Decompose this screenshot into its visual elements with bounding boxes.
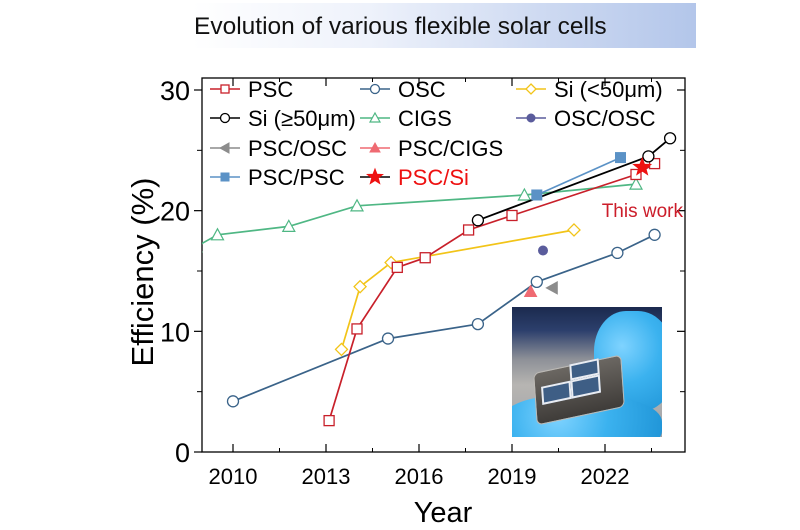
chart-title: Evolution of various flexible solar cell… <box>194 13 607 40</box>
legend-marker <box>368 111 382 123</box>
data-point-osc <box>648 228 661 241</box>
series-osc-osc <box>538 245 548 256</box>
inset-photo-flexible-cell <box>512 307 662 437</box>
data-point-osc <box>530 275 543 289</box>
legend-item-psc: PSC <box>210 77 293 102</box>
data-point-si-thin <box>334 342 349 357</box>
series-line-psc-psc <box>536 156 621 196</box>
legend-label: PSC/OSC <box>248 136 347 161</box>
data-point-psc <box>630 168 642 181</box>
data-point-osc-osc <box>538 245 548 256</box>
data-point-psc-cigs <box>523 284 538 298</box>
x-tick-label: 2013 <box>302 464 351 489</box>
legend-marker <box>369 83 381 95</box>
legend-item-osc: OSC <box>360 77 446 102</box>
data-point-cigs <box>281 219 296 232</box>
legend-marker <box>366 167 384 185</box>
y-axis-label: Efficiency (%) <box>125 178 160 367</box>
legend-label: PSC/CIGS <box>398 136 503 161</box>
data-point-si-thin <box>567 223 581 237</box>
data-point-osc <box>611 246 624 260</box>
legend-item-osc-osc: OSC/OSC <box>516 106 656 131</box>
data-point-osc <box>381 332 395 345</box>
legend: PSC OSC Si (<50μm) Si (≥50μm) CIGS OSC/OSC PSC… <box>210 77 663 190</box>
legend-item-psc-psc: PSC/PSC <box>210 165 345 190</box>
x-axis-label: Year <box>414 497 473 529</box>
series-cigs <box>202 176 644 253</box>
data-point-osc <box>226 395 240 408</box>
legend-marker <box>220 84 230 94</box>
series-psc-psc <box>531 152 626 201</box>
y-tick-label: 20 <box>160 197 190 227</box>
legend-label: Si (≥50μm) <box>248 106 356 131</box>
data-point-psc-psc <box>615 152 626 164</box>
legend-item-psc-cigs: PSC/CIGS <box>360 136 503 161</box>
x-tick-label: 2016 <box>395 464 444 489</box>
series-psc-cigs <box>523 284 538 298</box>
data-point-psc <box>462 224 475 236</box>
series-si-thick <box>471 132 677 227</box>
axes: 2010 2013 2016 2019 2022 0 10 20 30 <box>160 76 686 489</box>
data-point-si-thick <box>663 132 677 145</box>
legend-label: PSC/Si <box>398 165 469 190</box>
y-tick-label: 0 <box>175 438 190 468</box>
series-psc <box>323 157 661 427</box>
cell-pane <box>541 380 572 405</box>
legend-item-cigs: CIGS <box>360 106 452 131</box>
data-point-cigs <box>210 227 225 241</box>
legend-label: OSC <box>398 77 446 102</box>
data-point-cigs <box>202 250 203 253</box>
legend-label: PSC <box>248 77 293 102</box>
data-point-psc <box>323 414 335 427</box>
data-point-si-thick <box>642 150 655 163</box>
legend-label: OSC/OSC <box>554 106 656 131</box>
legend-marker <box>369 141 381 153</box>
data-point-psc <box>419 252 431 264</box>
y-tick-label: 30 <box>160 76 190 106</box>
series-layer <box>202 132 677 427</box>
title-banner <box>192 3 696 48</box>
legend-label: Si (<50μm) <box>554 77 663 102</box>
legend-item-si-thin: Si (<50μm) <box>516 77 663 102</box>
legend-item-psc-si: PSC/Si <box>360 165 469 190</box>
data-point-cigs <box>628 176 644 190</box>
series-line-cigs <box>202 183 637 245</box>
legend-item-psc-osc: PSC/OSC <box>210 136 347 161</box>
x-tick-label: 2022 <box>581 464 630 489</box>
series-psc-osc <box>545 281 558 295</box>
data-point-psc <box>351 323 363 335</box>
data-point-si-thick <box>471 214 485 227</box>
series-line-osc <box>232 234 655 403</box>
data-point-psc <box>648 157 661 170</box>
data-point-psc <box>391 261 403 274</box>
legend-label: PSC/PSC <box>248 165 345 190</box>
x-tick-label: 2010 <box>209 464 258 489</box>
series-line-si-thin <box>340 229 575 350</box>
data-point-si-thin <box>353 279 368 294</box>
data-point-cigs <box>517 187 532 201</box>
legend-item-si-thick: Si (≥50μm) <box>210 106 356 131</box>
series-osc <box>226 228 661 408</box>
legend-marker <box>220 172 230 182</box>
legend-marker <box>219 112 231 124</box>
plot-frame <box>201 77 686 453</box>
data-point-cigs <box>349 198 365 212</box>
data-point-psc-osc <box>545 281 558 295</box>
series-si-thin <box>334 223 581 357</box>
x-tick-label: 2019 <box>488 464 537 489</box>
series-line-psc <box>328 162 656 421</box>
data-point-osc <box>471 317 485 331</box>
legend-marker <box>218 142 230 154</box>
legend-label: CIGS <box>398 106 452 131</box>
data-point-psc-psc <box>531 189 543 201</box>
y-tick-label: 10 <box>160 317 190 347</box>
legend-marker <box>526 113 536 123</box>
legend-marker <box>525 83 537 95</box>
this-work-annotation: This work <box>602 201 684 222</box>
series-psc-si <box>632 156 653 176</box>
data-point-psc <box>506 209 518 222</box>
data-point-psc-si <box>632 156 653 176</box>
